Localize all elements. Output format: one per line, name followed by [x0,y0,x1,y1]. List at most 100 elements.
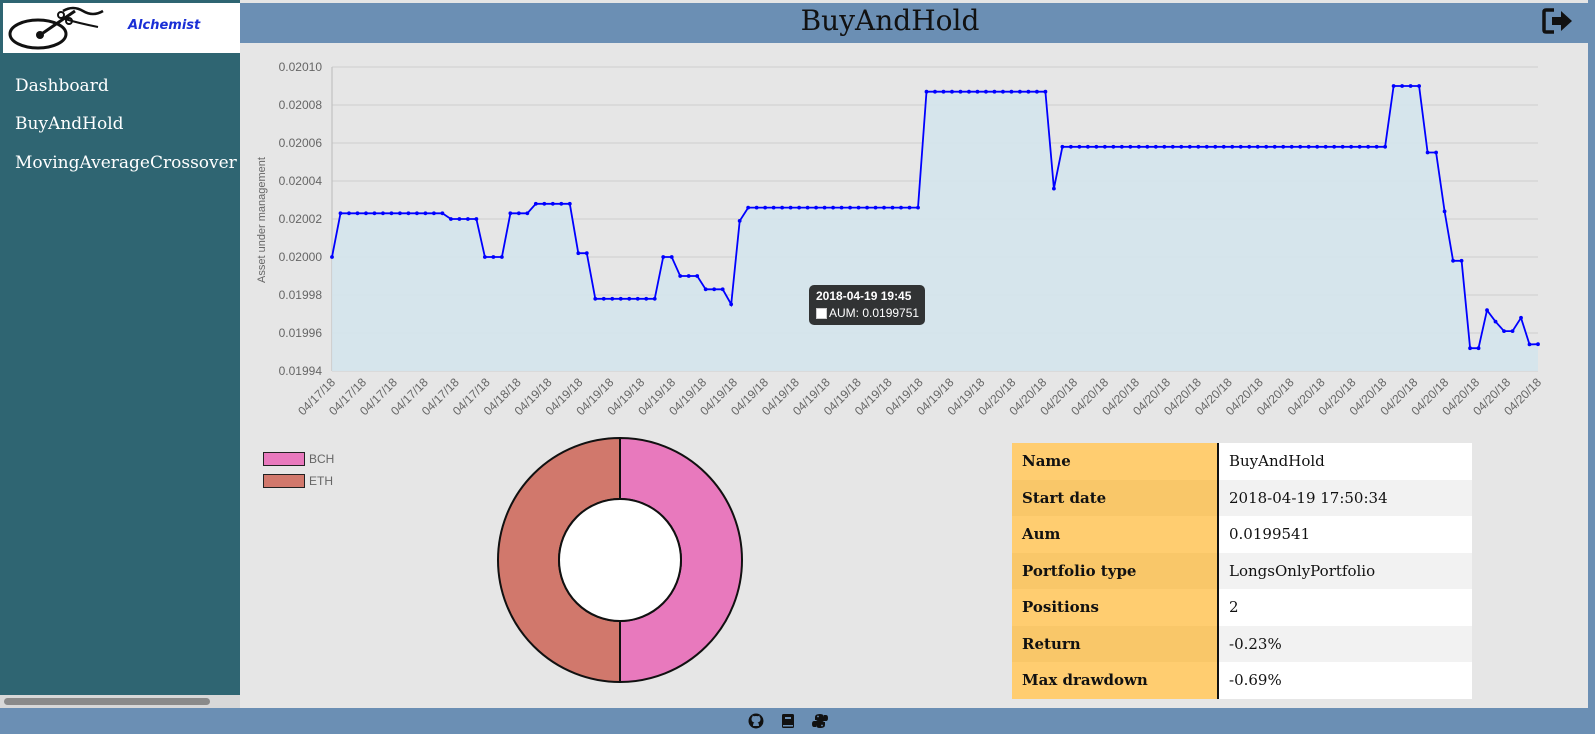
sidebar-item-movingaveragecrossover[interactable]: MovingAverageCrossover [15,153,237,173]
data-point[interactable] [669,255,674,259]
data-point[interactable] [406,211,411,216]
data-point[interactable] [1374,144,1379,149]
data-point[interactable] [1247,144,1252,149]
data-point[interactable] [1001,89,1005,94]
data-point[interactable] [415,211,419,216]
data-point[interactable] [984,89,988,94]
data-point[interactable] [933,89,937,94]
data-point[interactable] [1434,150,1438,155]
data-point[interactable] [1238,144,1243,149]
python-link[interactable] [811,712,829,730]
data-point[interactable] [797,205,802,210]
data-point[interactable] [1332,144,1337,149]
data-point[interactable] [1468,346,1472,351]
data-point[interactable] [848,205,852,210]
data-point[interactable] [814,205,818,210]
data-point[interactable] [1391,84,1396,88]
data-point[interactable] [1281,144,1286,149]
data-point[interactable] [1383,144,1388,149]
data-point[interactable] [1077,144,1082,149]
data-point[interactable] [788,205,793,210]
data-point[interactable] [805,205,810,210]
data-point[interactable] [1052,186,1056,191]
data-point[interactable] [635,296,640,301]
data-point[interactable] [1493,319,1498,324]
data-point[interactable] [1187,144,1192,149]
data-point[interactable] [1043,89,1048,94]
data-point[interactable] [1323,144,1328,149]
data-point[interactable] [1442,209,1447,214]
data-point[interactable] [1136,144,1141,149]
data-point[interactable] [1255,144,1260,149]
data-point[interactable] [865,205,869,210]
data-point[interactable] [593,296,598,301]
data-point[interactable] [1425,150,1430,155]
data-point[interactable] [364,211,368,216]
data-point[interactable] [1128,144,1133,149]
data-point[interactable] [678,274,683,278]
data-point[interactable] [567,201,572,206]
data-point[interactable] [763,205,768,210]
data-point[interactable] [720,287,725,292]
data-point[interactable] [1519,315,1523,320]
sidebar-scrollbar[interactable] [0,695,240,708]
data-point[interactable] [1366,144,1371,149]
data-point[interactable] [686,274,691,278]
sidebar-item-buyandhold[interactable]: BuyAndHold [15,114,124,134]
data-point[interactable] [737,219,742,223]
data-point[interactable] [967,89,971,94]
scrollbar-thumb[interactable] [4,698,210,705]
data-point[interactable] [1085,144,1090,149]
docs-link[interactable] [779,712,797,730]
data-point[interactable] [1068,144,1073,149]
data-point[interactable] [831,205,835,210]
data-point[interactable] [992,89,997,94]
data-point[interactable] [1162,144,1167,149]
data-point[interactable] [1035,89,1039,94]
data-point[interactable] [975,89,980,94]
data-point[interactable] [695,274,700,278]
data-point[interactable] [355,211,360,216]
data-point[interactable] [398,211,402,216]
data-point[interactable] [584,251,589,256]
data-point[interactable] [423,211,428,216]
data-point[interactable] [1170,144,1175,149]
data-point[interactable] [1111,144,1116,149]
data-point[interactable] [703,287,708,292]
data-point[interactable] [449,217,453,221]
data-point[interactable] [330,255,334,259]
data-point[interactable] [432,211,436,216]
data-point[interactable] [601,296,606,301]
data-point[interactable] [1094,144,1099,149]
data-point[interactable] [890,205,895,210]
data-point[interactable] [941,89,946,94]
data-point[interactable] [372,211,377,216]
data-point[interactable] [652,296,657,301]
data-point[interactable] [1340,144,1345,149]
data-point[interactable] [610,296,615,301]
data-point[interactable] [542,201,547,206]
data-point[interactable] [491,255,496,259]
data-point[interactable] [1400,84,1405,88]
data-point[interactable] [389,211,394,216]
data-point[interactable] [465,217,470,221]
data-point[interactable] [822,205,827,210]
data-point[interactable] [1145,144,1150,149]
data-point[interactable] [771,205,776,210]
data-point[interactable] [1153,144,1158,149]
data-point[interactable] [754,205,759,210]
data-point[interactable] [1018,89,1022,94]
data-point[interactable] [1102,144,1107,149]
data-point[interactable] [882,205,886,210]
data-point[interactable] [1272,144,1277,149]
data-point[interactable] [1357,144,1362,149]
logo[interactable]: Alchemist [3,3,240,53]
data-point[interactable] [338,211,343,216]
data-point[interactable] [1417,84,1421,88]
data-point[interactable] [916,205,920,210]
github-link[interactable] [747,712,765,730]
data-point[interactable] [1213,144,1218,149]
data-point[interactable] [644,296,649,301]
data-point[interactable] [499,255,504,259]
data-point[interactable] [950,89,954,94]
